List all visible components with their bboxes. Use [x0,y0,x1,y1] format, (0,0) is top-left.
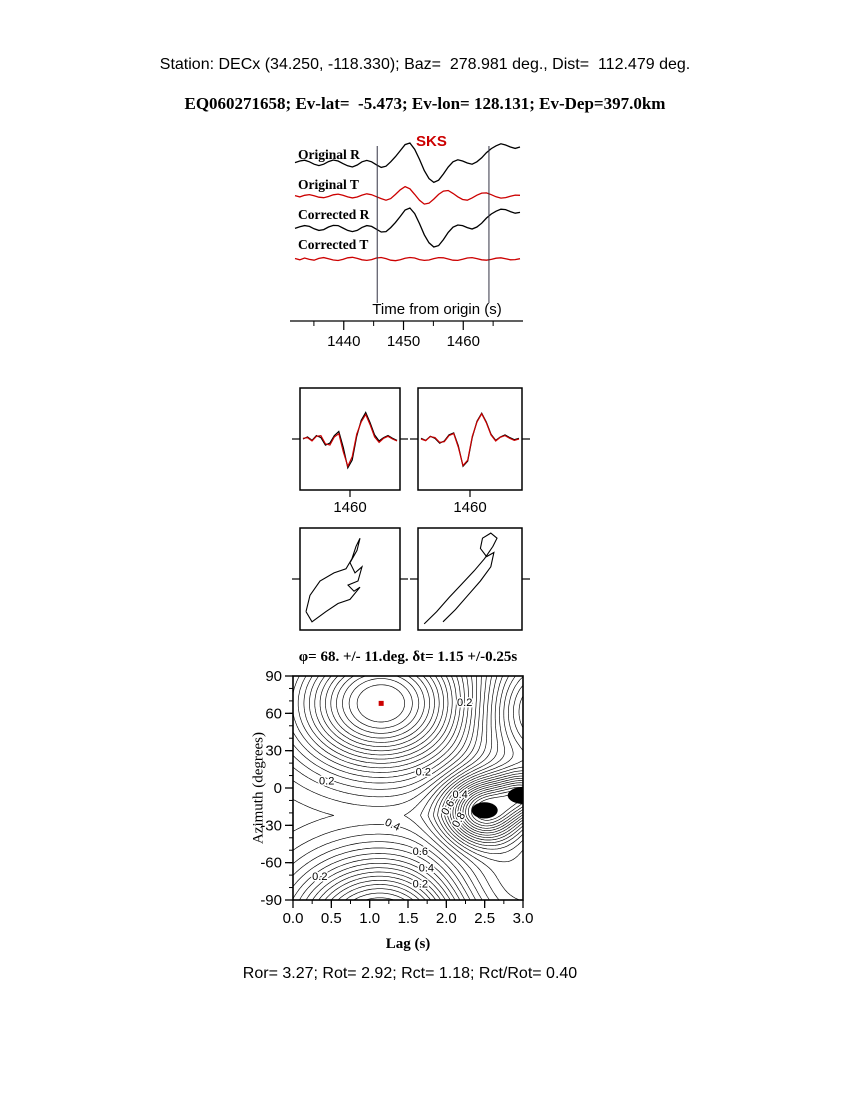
trace-label-original-r: Original R [298,147,360,162]
contour-level-label: 0.2 [319,775,334,787]
contour-level-label: 0.4 [452,789,467,801]
x-tick-label: 2.0 [436,910,457,927]
comparison-box [299,387,401,491]
trace-corrected-t [294,256,521,262]
comparison-time-label: 1460 [453,499,486,516]
comparison-panels: 1460 1460 [292,387,530,516]
contour-level-label: 0.2 [312,871,327,883]
y-tick-label: 0 [274,780,282,797]
comparison-trace-black [302,411,398,470]
time-axis: 1440 1450 1460 [290,320,523,350]
y-tick-label: -90 [260,892,282,909]
trace-label-corrected-r: Corrected R [298,207,370,222]
best-fit-marker [378,700,384,706]
time-tick-label: 1450 [387,333,420,350]
comparison-box [417,387,523,491]
contour-level-label: 0.2 [457,697,472,709]
x-tick-label: 0.0 [283,910,304,927]
time-axis-title: Time from origin (s) [372,301,502,318]
contour-level-label: 0.2 [413,879,428,891]
comparison-time-label: 1460 [333,499,366,516]
trace-label-corrected-t: Corrected T [298,237,369,252]
y-tick-label: 90 [265,668,282,685]
contour-lines [293,676,523,900]
x-tick-label: 1.5 [398,910,419,927]
particle-motion-path [423,532,498,625]
contour-level-label: 0.4 [383,816,402,833]
trace-original-t [294,185,521,205]
trace-label-original-t: Original T [298,177,359,192]
y-tick-label: 30 [265,743,282,760]
y-tick-label: 60 [265,705,282,722]
contour-maximum-core [507,786,523,805]
contour-level-label: 0.6 [413,846,428,858]
contour-xlabel: Lag (s) [385,936,431,952]
x-tick-label: 2.5 [474,910,495,927]
x-tick-label: 1.0 [359,910,380,927]
station-title: Station: DECx (34.250, -118.330); Baz= 2… [159,56,691,73]
x-tick-label: 0.5 [321,910,342,927]
contour-level-label: 0.4 [419,862,434,874]
statistics-line: Ror= 3.27; Rot= 2.92; Rct= 1.18; Rct/Rot… [242,965,578,982]
comparison-trace-red [302,413,398,468]
contour-plot: 0.20.20.20.40.60.80.40.60.40.20.20.0 0.5 1… [260,668,534,927]
particle-motion-panels [292,527,530,631]
event-title: EQ060271658; Ev-lat= -5.473; Ev-lon= 128… [184,94,666,113]
trace-corrected-r [294,207,521,248]
contour-level-label: 0.2 [416,767,431,779]
y-tick-label: -60 [260,855,282,872]
x-tick-label: 3.0 [513,910,534,927]
comparison-trace-black [420,411,520,468]
time-tick-label: 1440 [327,333,360,350]
splitting-result-title: φ= 68. +/- 11.deg. δt= 1.15 +/-0.25s [298,649,518,665]
y-tick-label: -30 [260,817,282,834]
time-tick-label: 1460 [447,333,480,350]
waveform-traces [294,142,521,303]
trace-original-r [294,142,521,184]
particle-box [299,527,401,631]
phase-label-sks: SKS [416,133,447,150]
particle-motion-path [305,537,364,623]
contour-maximum-core [471,802,498,819]
comparison-trace-red [420,412,520,467]
